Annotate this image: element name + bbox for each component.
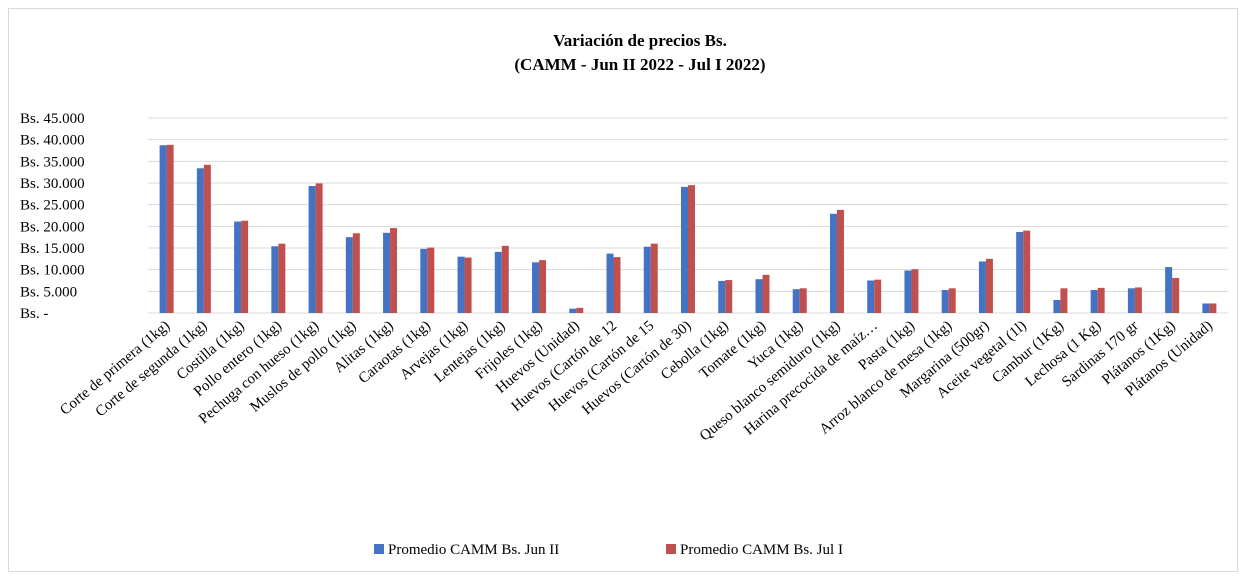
bar — [978, 261, 986, 313]
bar — [688, 185, 695, 313]
bar — [904, 270, 912, 313]
bar — [308, 186, 316, 313]
bar — [1090, 290, 1098, 313]
bar — [874, 279, 882, 313]
bar — [203, 164, 211, 313]
bar — [1016, 231, 1024, 313]
bar — [464, 257, 472, 313]
bar — [762, 274, 770, 313]
bar — [829, 213, 837, 313]
bar — [315, 183, 323, 313]
chart-frame — [8, 8, 1238, 572]
bar — [1097, 287, 1105, 313]
bar — [867, 280, 875, 313]
bar — [1127, 288, 1135, 313]
chart-subtitle: (CAMM - Jun II 2022 - Jul I 2022) — [514, 55, 765, 74]
chart-title: Variación de precios Bs. — [553, 31, 727, 50]
bar — [792, 289, 800, 313]
legend-swatch — [666, 544, 676, 554]
y-tick-label: Bs. 35.000 — [20, 154, 85, 170]
bar — [718, 280, 726, 313]
bar — [1202, 303, 1210, 313]
y-tick-label: Bs. 40.000 — [20, 133, 85, 149]
bar — [576, 307, 584, 313]
bar — [196, 168, 204, 313]
bar — [606, 253, 614, 313]
bar — [985, 258, 993, 313]
y-tick-label: Bs. 45.000 — [20, 111, 85, 127]
bar — [799, 288, 807, 313]
bar — [911, 269, 919, 313]
bar — [613, 257, 621, 313]
bar — [390, 228, 398, 313]
bar — [1134, 287, 1142, 313]
bar — [494, 251, 502, 313]
bar — [166, 144, 174, 313]
bar — [420, 248, 428, 313]
legend-label: Promedio CAMM Bs. Jul I — [680, 542, 843, 558]
bar — [234, 221, 242, 313]
bar — [1023, 230, 1031, 313]
bar — [457, 256, 465, 313]
bar — [539, 260, 547, 313]
bar — [725, 280, 733, 313]
bar — [532, 262, 540, 313]
y-tick-label: Bs. 15.000 — [20, 241, 85, 257]
bar — [836, 209, 844, 313]
bar — [1165, 267, 1173, 313]
legend-label: Promedio CAMM Bs. Jun II — [388, 542, 559, 558]
bar — [1053, 300, 1061, 313]
bar — [681, 186, 688, 313]
bar — [271, 246, 279, 313]
y-tick-label: Bs. - — [20, 306, 48, 322]
bar — [352, 233, 360, 313]
bar — [948, 288, 956, 313]
bar — [1060, 288, 1068, 313]
y-tick-label: Bs. 25.000 — [20, 198, 85, 214]
y-tick-label: Bs. 30.000 — [20, 176, 85, 192]
bar — [569, 308, 577, 313]
bar — [427, 247, 435, 313]
y-tick-label: Bs. 5.000 — [20, 284, 77, 300]
bar — [1209, 303, 1217, 313]
bar — [159, 145, 167, 313]
bar — [241, 220, 249, 313]
y-tick-label: Bs. 10.000 — [20, 263, 85, 279]
bar — [643, 246, 651, 313]
legend-swatch — [374, 544, 384, 554]
bar — [383, 232, 391, 313]
bar — [501, 245, 509, 313]
bar — [650, 243, 658, 313]
bar — [278, 243, 286, 313]
bar — [755, 279, 763, 313]
bar — [941, 290, 949, 313]
y-tick-label: Bs. 20.000 — [20, 219, 85, 235]
bar — [1172, 277, 1180, 313]
bar — [345, 237, 353, 313]
